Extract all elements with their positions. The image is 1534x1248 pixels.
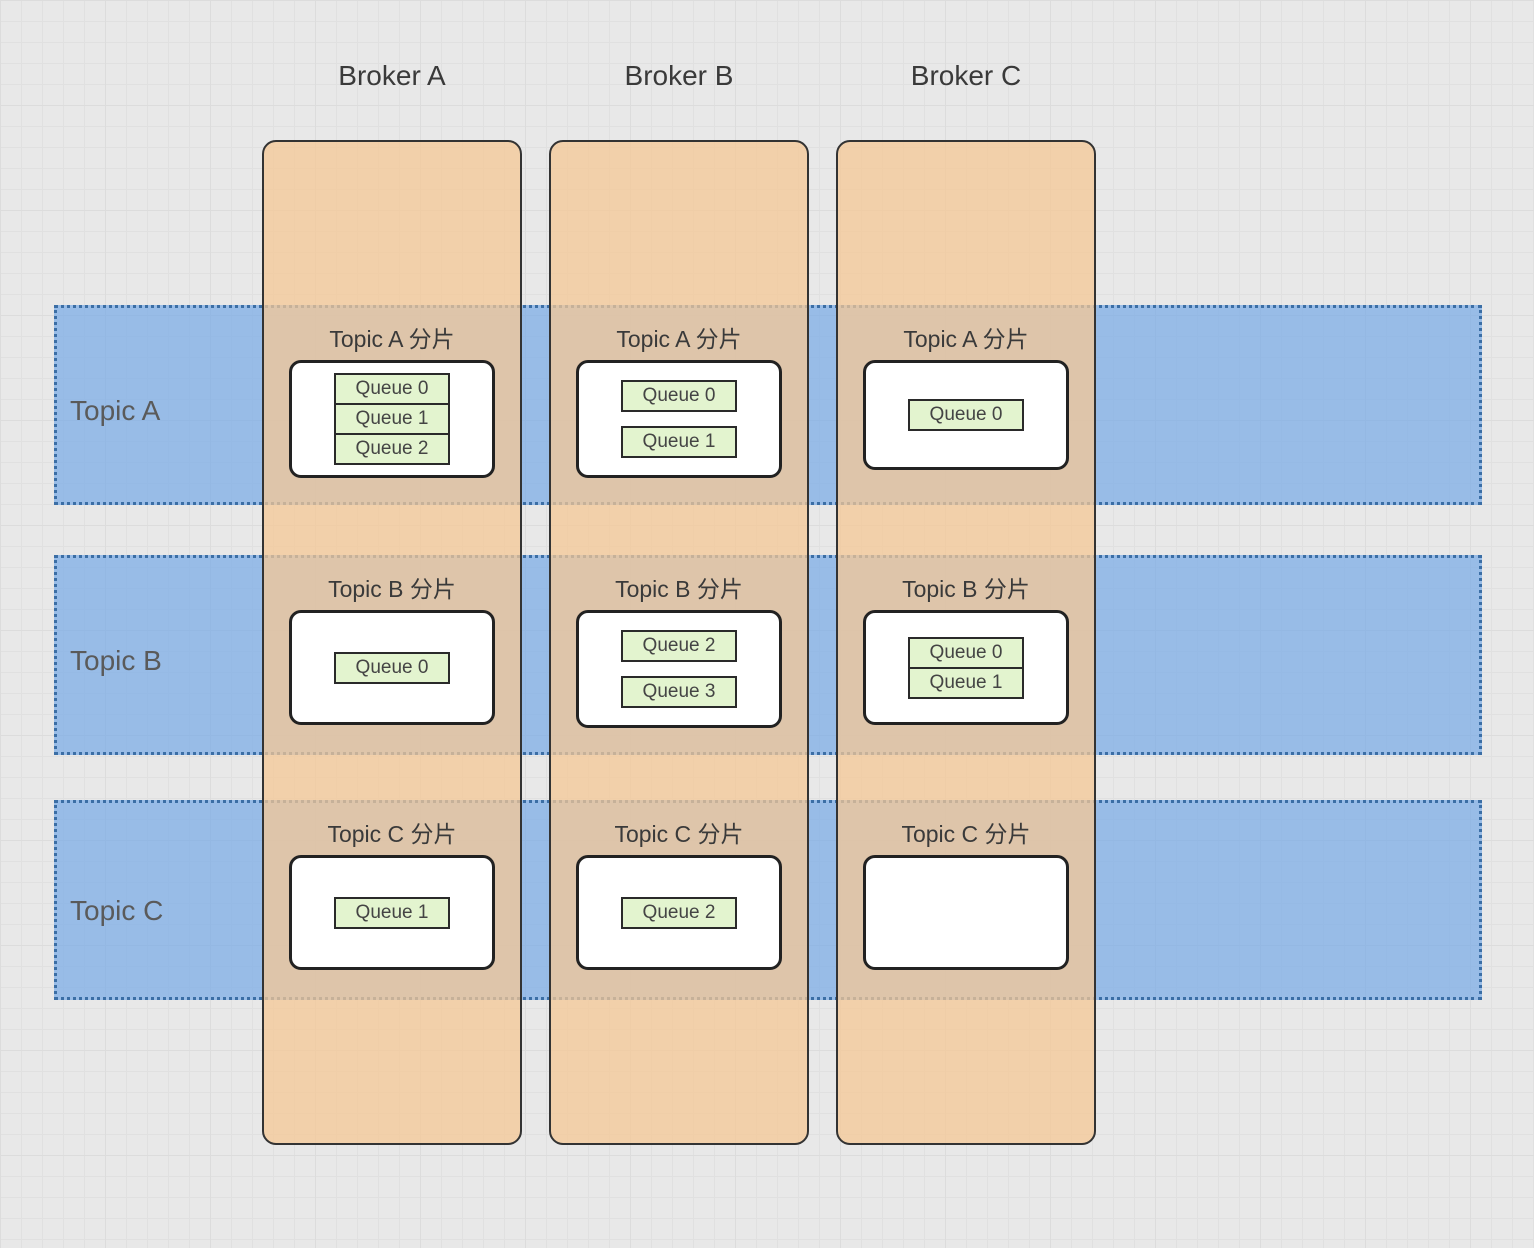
shard-box: Queue 0 Queue 1 Queue 2 [289, 360, 495, 478]
shard-title: Topic A 分片 [289, 320, 495, 354]
shard-title: Topic C 分片 [289, 815, 495, 849]
shard-b-a: Topic B 分片 Queue 0 [289, 570, 495, 725]
queue-item: Queue 2 [621, 897, 737, 929]
shard-a-b: Topic A 分片 Queue 0 Queue 1 [576, 320, 782, 478]
topic-label-c: Topic C [70, 895, 163, 927]
queue-item: Queue 0 [334, 373, 450, 405]
shard-box: Queue 2 [576, 855, 782, 970]
shard-title: Topic C 分片 [576, 815, 782, 849]
queue-item: Queue 1 [334, 897, 450, 929]
queue-item: Queue 0 [908, 637, 1024, 669]
shard-b-c: Topic B 分片 Queue 0 Queue 1 [863, 570, 1069, 725]
shard-c-b: Topic C 分片 Queue 2 [576, 815, 782, 970]
queue-item: Queue 0 [908, 399, 1024, 431]
shard-box: Queue 0 [289, 610, 495, 725]
shard-title: Topic B 分片 [289, 570, 495, 604]
shard-box [863, 855, 1069, 970]
queue-item: Queue 3 [621, 676, 737, 708]
queue-item: Queue 1 [621, 426, 737, 458]
broker-header-b: Broker B [549, 60, 809, 92]
shard-box: Queue 0 Queue 1 [863, 610, 1069, 725]
shard-box: Queue 0 [863, 360, 1069, 470]
shard-c-c: Topic C 分片 [863, 815, 1069, 970]
broker-header-c: Broker C [836, 60, 1096, 92]
queue-item: Queue 2 [621, 630, 737, 662]
shard-title: Topic A 分片 [576, 320, 782, 354]
broker-header-a: Broker A [262, 60, 522, 92]
shard-box: Queue 1 [289, 855, 495, 970]
queue-item: Queue 2 [334, 435, 450, 465]
shard-title: Topic A 分片 [863, 320, 1069, 354]
shard-box: Queue 2 Queue 3 [576, 610, 782, 728]
queue-item: Queue 1 [908, 669, 1024, 699]
queue-item: Queue 1 [334, 405, 450, 435]
shard-b-b: Topic B 分片 Queue 2 Queue 3 [576, 570, 782, 728]
topic-label-a: Topic A [70, 395, 160, 427]
shard-title: Topic C 分片 [863, 815, 1069, 849]
shard-title: Topic B 分片 [863, 570, 1069, 604]
queue-item: Queue 0 [621, 380, 737, 412]
shard-a-c: Topic A 分片 Queue 0 [863, 320, 1069, 470]
shard-box: Queue 0 Queue 1 [576, 360, 782, 478]
shard-c-a: Topic C 分片 Queue 1 [289, 815, 495, 970]
shard-title: Topic B 分片 [576, 570, 782, 604]
queue-item: Queue 0 [334, 652, 450, 684]
topic-label-b: Topic B [70, 645, 162, 677]
shard-a-a: Topic A 分片 Queue 0 Queue 1 Queue 2 [289, 320, 495, 478]
